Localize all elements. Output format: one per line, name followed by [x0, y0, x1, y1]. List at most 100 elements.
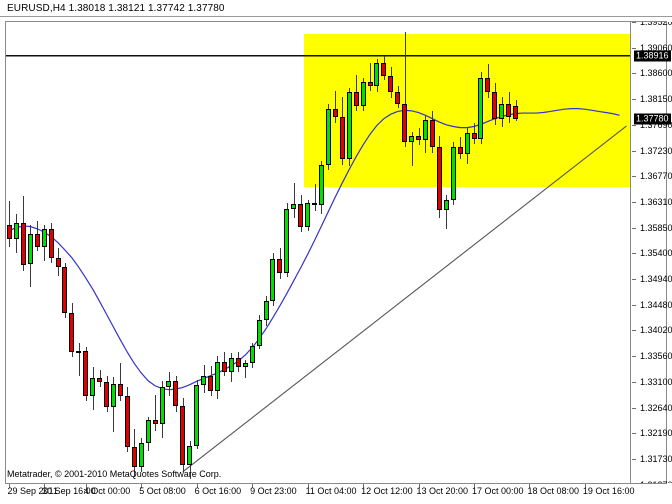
- candle-body-bullish: [361, 82, 366, 106]
- candle-body-bullish: [409, 135, 414, 142]
- candle-body-bullish: [139, 443, 144, 467]
- time-tick-mark: [584, 484, 586, 488]
- candle-body-bearish: [312, 203, 317, 206]
- candle-body-bearish: [7, 225, 12, 239]
- time-tick-mark: [44, 484, 46, 488]
- moving-average-line: [9, 108, 620, 391]
- price-tick-mark: [632, 150, 636, 152]
- price-tick-label: 1.39520: [640, 22, 672, 27]
- candle-wick: [446, 195, 447, 229]
- candle-body-bearish: [132, 446, 137, 467]
- price-tick-mark: [632, 253, 636, 255]
- time-tick-label: 5 Oct 08:00: [139, 486, 186, 496]
- price-axis[interactable]: 1.39520 1.39060 1.38600 1.38150 1.37690 1.372…: [631, 22, 672, 483]
- candle-wick: [245, 359, 246, 378]
- price-tick-label: 1.34940: [640, 274, 672, 285]
- price-tick-mark: [632, 99, 636, 101]
- price-tick-mark: [632, 47, 636, 49]
- price-tick-mark: [632, 124, 636, 126]
- candle-body-bullish: [229, 358, 234, 372]
- candle-body-bullish: [374, 63, 379, 86]
- price-tick-label: 1.37230: [640, 145, 672, 156]
- time-axis[interactable]: 29 Sep 2011 30 Sep 16:00 4 Oct 00:00 5 Oct …: [5, 484, 667, 504]
- candle-body-bearish: [180, 406, 185, 465]
- candle-body-bearish: [277, 258, 282, 274]
- candle-body-bearish: [513, 105, 518, 120]
- price-tick-label: 1.33100: [640, 376, 672, 387]
- candle-body-bullish: [111, 384, 116, 407]
- candle-wick: [120, 362, 121, 402]
- candle-wick: [315, 184, 316, 211]
- candle-body-bullish: [146, 420, 151, 444]
- price-tick-label: 1.36310: [640, 196, 672, 207]
- price-tick-label: 1.35400: [640, 248, 672, 259]
- price-tick-mark: [632, 22, 636, 23]
- candle-wick: [335, 91, 336, 123]
- price-tick-label: 1.38150: [640, 94, 672, 105]
- candle-body-bearish: [97, 377, 102, 382]
- price-tick-label: 1.31730: [640, 453, 672, 464]
- time-tick-mark: [474, 484, 475, 488]
- time-tick-label: 12 Oct 12:00: [361, 486, 413, 496]
- chart-plot-area[interactable]: [6, 22, 630, 483]
- candle-wick: [155, 395, 156, 432]
- candle-body-bearish: [153, 420, 158, 425]
- price-tick-mark: [632, 304, 636, 306]
- candle-body-bullish: [499, 103, 504, 120]
- candle-body-bearish: [402, 103, 407, 142]
- candle-body-bullish: [215, 361, 220, 391]
- candle-body-bearish: [208, 376, 213, 391]
- copyright-label: Metatrader, © 2001-2010 MetaQuotes Softw…: [7, 469, 222, 479]
- time-tick-label: 29 Sep 2011: [7, 486, 58, 496]
- price-tick-label: 1.34020: [640, 325, 672, 336]
- time-tick-label: 19 Oct 16:00: [582, 486, 635, 496]
- time-tick-mark: [141, 484, 143, 488]
- price-tick-mark: [632, 407, 636, 409]
- candle-body-bearish: [340, 116, 345, 160]
- candle-body-bearish: [416, 135, 421, 141]
- candle-wick: [405, 32, 406, 148]
- candle-wick: [370, 63, 371, 92]
- candle-body-bearish: [62, 267, 67, 313]
- price-tick-label: 1.32190: [640, 428, 672, 439]
- quote-bar: EURUSD,H4 1.38018 1.38121 1.37742 1.3778…: [0, 0, 672, 17]
- candle-body-bullish: [444, 199, 449, 210]
- candle-wick: [9, 201, 10, 247]
- candle-body-bullish: [250, 346, 255, 363]
- candle-body-bearish: [381, 63, 386, 76]
- price-tick-label: 1.33560: [640, 351, 672, 362]
- candle-body-bearish: [458, 147, 463, 154]
- time-tick-label: 11 Oct 04:00: [305, 486, 357, 496]
- candle-wick: [79, 342, 80, 377]
- price-axis-separator: [630, 22, 631, 483]
- price-tick-mark: [632, 330, 636, 332]
- candle-wick: [412, 131, 413, 167]
- candle-body-bearish: [506, 103, 511, 117]
- candle-body-bearish: [236, 358, 241, 367]
- candle-body-bearish: [388, 75, 393, 93]
- candle-wick: [294, 182, 295, 218]
- candle-body-bearish: [173, 380, 178, 407]
- candle-body-bearish: [485, 77, 490, 93]
- candle-body-bullish: [76, 350, 81, 353]
- candle-body-bearish: [333, 109, 338, 117]
- time-tick-mark: [418, 484, 420, 488]
- time-tick-label: 18 Oct 08:00: [527, 486, 579, 496]
- price-tick-mark: [632, 458, 636, 460]
- candle-body-bearish: [492, 92, 497, 120]
- candle-body-bearish: [222, 361, 227, 372]
- candle-body-bullish: [305, 203, 310, 227]
- candle-body-bearish: [35, 233, 40, 247]
- candle-body-bullish: [319, 165, 324, 206]
- candle-body-bearish: [56, 258, 61, 268]
- price-tick-mark: [632, 433, 636, 435]
- candle-body-bullish: [28, 233, 33, 265]
- candle-body-bearish: [298, 204, 303, 227]
- ascending-trendline[interactable]: [182, 125, 627, 473]
- candle-body-bearish: [21, 223, 26, 265]
- resistance-price-tag: 1.38916: [634, 50, 671, 62]
- time-tick-mark: [307, 484, 309, 488]
- candle-body-bullish: [423, 120, 428, 141]
- price-tick-label: 1.35850: [640, 222, 672, 233]
